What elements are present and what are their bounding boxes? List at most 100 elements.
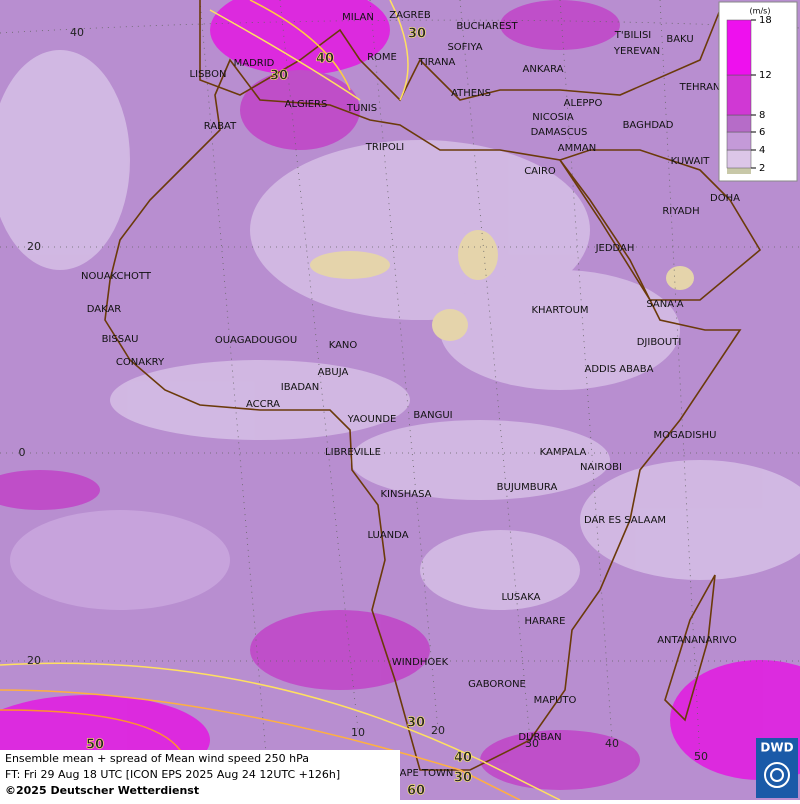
city-labels: MILAN ZAGREB BUCHAREST T'BILISI BAKU SOFIYA YE… [81, 10, 740, 779]
city-label: DURBAN [518, 732, 561, 743]
legend-band [727, 168, 751, 174]
city-label: ROME [367, 52, 397, 63]
contour-label: 40 [316, 52, 334, 67]
city-label: AMMAN [558, 143, 596, 154]
city-label: T'BILISI [614, 30, 651, 41]
city-label: LISBON [190, 69, 227, 80]
city-label: NICOSIA [532, 112, 574, 123]
legend-tick-label: 6 [759, 127, 765, 138]
city-label: JEDDAH [595, 243, 635, 254]
latitude-label: 0 [19, 446, 26, 459]
city-label: RABAT [204, 121, 237, 132]
city-label: TEHRAN [679, 82, 721, 93]
city-label: CONAKRY [116, 357, 165, 368]
arabia-coast [558, 149, 762, 301]
city-label: MILAN [342, 12, 374, 23]
city-label: ANTANANARIVO [657, 635, 737, 646]
city-label: BUJUMBURA [497, 482, 558, 493]
contour-labels: 30 40 30 30 50 40 30 60 [86, 26, 473, 799]
latitude-label: 20 [27, 240, 41, 253]
europe-coast [199, 0, 721, 102]
legend-tick-label: 18 [759, 15, 772, 26]
longitude-label: 10 [351, 726, 365, 739]
caption-line: FT: Fri 29 Aug 18 UTC [ICON EPS 2025 Aug… [5, 768, 340, 781]
city-label: KINSHASA [380, 489, 431, 500]
contour-label: 60 [407, 784, 425, 799]
madagascar [664, 574, 716, 722]
city-label: YAOUNDE [347, 414, 397, 425]
longitude-label: 30 [525, 737, 539, 750]
grid-labels: 40 20 0 20 10 20 30 40 50 [19, 26, 709, 763]
contour-label: 40 [454, 751, 472, 766]
city-label: KAMPALA [540, 447, 587, 458]
longitude-label: 20 [431, 724, 445, 737]
city-label: GABORONE [468, 679, 526, 690]
city-label: HARARE [524, 616, 565, 627]
city-label: ATHENS [451, 88, 491, 99]
legend-band [726, 74, 752, 116]
caption-line: Ensemble mean + spread of Mean wind spee… [5, 752, 309, 765]
city-label: BANGUI [413, 410, 452, 421]
latitude-label: 20 [27, 654, 41, 667]
city-label: LIBREVILLE [325, 447, 381, 458]
legend: (m/s) 2 4 6 8 12 18 [718, 1, 798, 182]
city-label: ALGIERS [285, 99, 328, 110]
city-label: DAKAR [87, 304, 122, 315]
legend-band [726, 131, 752, 151]
legend-unit: (m/s) [750, 7, 771, 16]
city-label: SANA'A [646, 299, 683, 310]
city-label: KANO [329, 340, 358, 351]
city-label: ZAGREB [389, 10, 431, 21]
city-label: SOFIYA [447, 42, 482, 53]
city-label: MOGADISHU [654, 430, 717, 441]
city-label: ALEPPO [564, 98, 603, 109]
city-label: IBADAN [281, 382, 320, 393]
city-label: RIYADH [662, 206, 699, 217]
city-label: NOUAKCHOTT [81, 271, 152, 282]
city-label: BISSAU [102, 334, 139, 345]
coastline [104, 58, 742, 771]
contour-label: 30 [408, 27, 426, 42]
caption-box [0, 750, 400, 800]
city-label: YEREVAN [613, 46, 660, 57]
caption-line: ©2025 Deutscher Wetterdienst [5, 784, 199, 797]
legend-tick-label: 2 [759, 163, 765, 174]
city-label: ABUJA [318, 367, 349, 378]
city-label: BAGHDAD [623, 120, 674, 131]
longitude-label: 40 [605, 737, 619, 750]
city-label: WINDHOEK [392, 657, 449, 668]
city-label: BAKU [666, 34, 693, 45]
city-label: OUAGADOUGOU [215, 335, 297, 346]
city-label: KUWAIT [671, 156, 711, 167]
city-label: DAMASCUS [531, 127, 588, 138]
contour-label: 30 [270, 69, 288, 84]
latitude-label: 40 [70, 26, 84, 39]
city-label: DJIBOUTI [637, 337, 682, 348]
city-label: MADRID [234, 58, 275, 69]
city-label: TRIPOLI [365, 142, 404, 153]
city-label: KHARTOUM [531, 305, 588, 316]
legend-tick-label: 8 [759, 110, 765, 121]
city-label: LUANDA [367, 530, 408, 541]
city-label: DOHA [710, 193, 740, 204]
legend-band [726, 19, 752, 76]
logo: DWD [760, 741, 793, 755]
longitude-label: 50 [694, 750, 708, 763]
city-label: DAR ES SALAAM [584, 515, 666, 526]
contour-label: 30 [454, 771, 472, 786]
city-label: ADDIS ABABA [585, 364, 654, 375]
logo-swirl [764, 762, 790, 788]
city-label: ACCRA [246, 399, 280, 410]
legend-band [726, 149, 752, 169]
city-label: BUCHAREST [456, 21, 518, 32]
legend-band [726, 114, 752, 133]
legend-tick-label: 4 [759, 145, 765, 156]
city-label: MAPUTO [534, 695, 577, 706]
contour-label: 30 [407, 716, 425, 731]
city-label: ANKARA [523, 64, 564, 75]
city-label: CAIRO [524, 166, 556, 177]
city-label: TUNIS [346, 103, 377, 114]
contour-label: 50 [86, 738, 104, 753]
